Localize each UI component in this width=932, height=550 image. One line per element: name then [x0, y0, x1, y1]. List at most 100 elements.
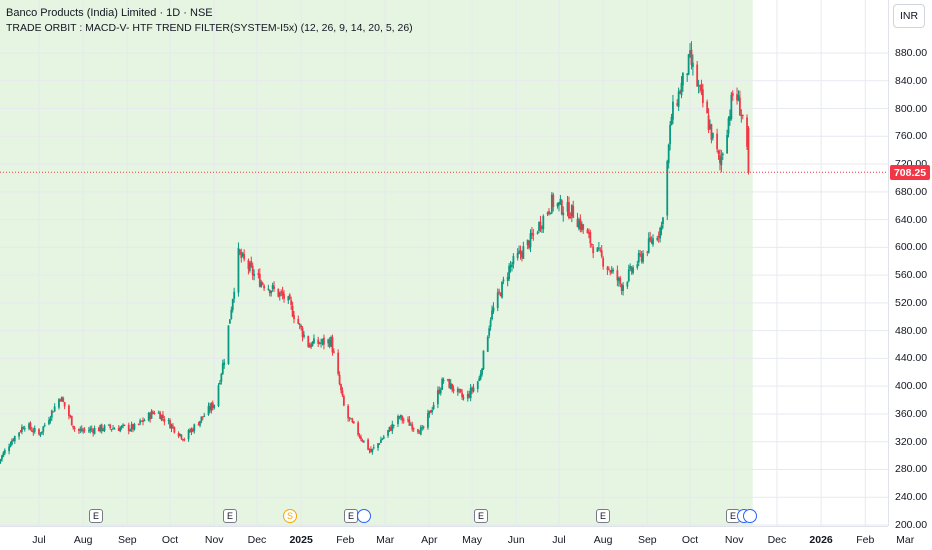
candle-body: [737, 95, 740, 101]
price-axis[interactable]: 880.00840.00800.00760.00720.00680.00640.…: [888, 0, 932, 531]
candle-body: [12, 439, 15, 441]
candle-body: [719, 154, 721, 164]
candle-body: [50, 410, 53, 418]
candle-body: [372, 447, 375, 449]
time-tick-label: Nov: [724, 534, 744, 546]
candle-body: [596, 247, 599, 252]
time-tick-label: Mar: [896, 534, 915, 546]
candle-body: [462, 397, 465, 399]
time-tick-label: Jul: [552, 534, 566, 546]
candle-body: [558, 202, 560, 206]
candle-body: [22, 427, 25, 430]
candle-body: [191, 429, 194, 432]
candle-body: [180, 434, 183, 439]
time-tick-label: Feb: [856, 534, 875, 546]
candle-body: [739, 97, 741, 116]
candle-body: [60, 397, 63, 402]
candle-body: [699, 85, 701, 87]
candle-body: [301, 328, 304, 337]
candle-body: [367, 439, 369, 450]
candle-body: [21, 426, 23, 432]
dividend-event-marker[interactable]: [357, 509, 371, 523]
candle-body: [619, 278, 622, 284]
candle-body: [223, 362, 226, 365]
candle-body: [150, 411, 153, 419]
candle-body: [42, 426, 45, 432]
candle-body: [190, 429, 193, 433]
candle-body: [210, 403, 213, 411]
candle-body: [140, 420, 143, 422]
earnings-event-marker[interactable]: E: [474, 509, 488, 523]
earnings-event-marker[interactable]: E: [89, 509, 103, 523]
candle-body: [518, 250, 520, 253]
candle-body: [531, 232, 533, 236]
candle-body: [291, 305, 294, 317]
candle-body: [293, 315, 295, 320]
candle-body: [247, 260, 250, 269]
candle-body: [287, 296, 290, 301]
candle-body: [486, 336, 489, 352]
candle-body: [357, 422, 360, 435]
candle-body: [152, 412, 154, 414]
candle-body: [310, 344, 312, 348]
candle-body: [630, 267, 633, 272]
candle-body: [612, 269, 615, 272]
price-tick-label: 880.00: [895, 47, 928, 59]
candle-body: [377, 443, 379, 448]
time-tick-label: Oct: [161, 534, 179, 546]
split-event-marker[interactable]: S: [283, 509, 297, 523]
candle-body: [117, 428, 120, 431]
candle-body: [701, 89, 704, 104]
candle-body: [526, 239, 529, 246]
candle-body: [686, 73, 689, 75]
earnings-event-marker[interactable]: E: [596, 509, 610, 523]
candle-body: [488, 328, 491, 336]
candle-body: [546, 212, 549, 215]
candle-body: [3, 450, 6, 454]
candle-body: [650, 240, 653, 243]
price-tick-label: 240.00: [895, 491, 928, 504]
candle-body: [280, 291, 283, 293]
candle-body: [646, 251, 649, 253]
time-axis[interactable]: Jul Aug Sep Oct Nov Dec 2025 Feb Mar Apr May Jun Jul…: [0, 526, 914, 550]
candle-body: [387, 430, 389, 436]
chart-pane[interactable]: [0, 0, 888, 526]
candle-body: [342, 396, 345, 406]
chart-legend: Banco Products (India) Limited · 1D · NS…: [6, 6, 413, 36]
candle-body: [640, 254, 643, 262]
candle-body: [552, 194, 555, 208]
candle-body: [576, 218, 579, 228]
candle-body: [162, 414, 164, 418]
currency-button[interactable]: INR: [893, 4, 925, 28]
candle-body: [559, 198, 562, 204]
price-chart[interactable]: [0, 0, 888, 526]
earnings-event-marker[interactable]: E: [223, 509, 237, 523]
candle-body: [657, 236, 660, 238]
candle-body: [666, 161, 669, 216]
candle-body: [201, 416, 204, 418]
candle-body: [478, 378, 481, 381]
time-tick-label: 2026: [809, 534, 833, 546]
candle-body: [418, 432, 421, 434]
candle-body: [303, 334, 305, 337]
candle-body: [647, 238, 650, 253]
candle-body: [207, 406, 210, 415]
candle-body: [506, 276, 509, 281]
candle-body: [670, 117, 673, 126]
candle-body: [729, 116, 731, 121]
time-tick-label: May: [462, 534, 482, 546]
dividend-event-marker[interactable]: [743, 509, 757, 523]
candle-body: [23, 428, 26, 430]
time-tick-label: Aug: [73, 534, 93, 546]
candle-body: [258, 273, 261, 287]
candle-body: [352, 421, 355, 423]
candle-body: [200, 416, 203, 422]
earnings-event-marker[interactable]: E: [344, 509, 358, 523]
price-tick-label: 800.00: [895, 102, 928, 115]
indicator-label[interactable]: TRADE ORBIT : MACD-V- HTF TREND FILTER(S…: [6, 22, 413, 34]
candle-body: [521, 252, 523, 258]
candle-body: [512, 256, 515, 265]
candle-body: [209, 406, 211, 411]
candle-body: [87, 430, 90, 432]
symbol-title[interactable]: Banco Products (India) Limited · 1D · NS…: [6, 7, 213, 19]
